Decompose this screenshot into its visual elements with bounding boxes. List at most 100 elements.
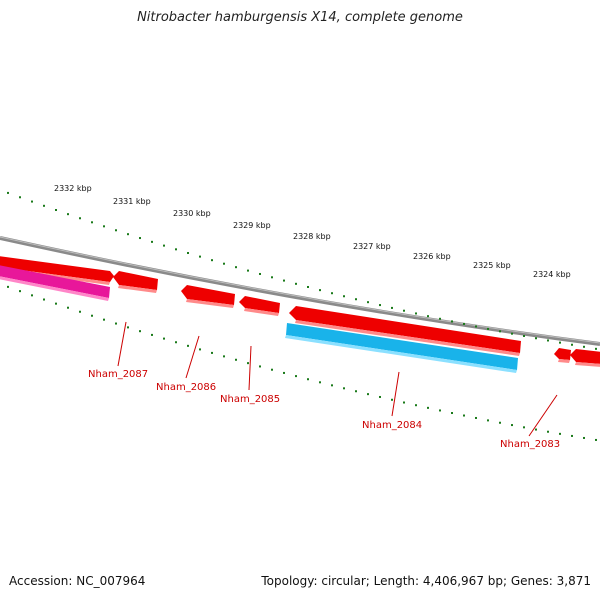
gene-reverse-blue[interactable] <box>286 323 518 370</box>
outer-minor-tick <box>151 240 153 243</box>
outer-minor-tick <box>559 341 561 344</box>
outer-minor-tick <box>523 334 525 337</box>
accession-text: Accession: NC_007964 <box>9 574 146 588</box>
forward-genes <box>0 256 600 367</box>
inner-minor-tick <box>367 393 369 396</box>
inner-minor-tick <box>355 390 357 393</box>
outer-minor-tick <box>583 345 585 348</box>
inner-minor-tick <box>43 298 45 301</box>
outer-minor-tick <box>547 339 549 342</box>
gene-label-nham-2087[interactable]: Nham_2087 <box>88 369 148 380</box>
outer-minor-tick <box>391 306 393 309</box>
outer-minor-tick <box>223 262 225 265</box>
outer-minor-tick <box>235 266 237 269</box>
reverse-genes <box>0 265 518 373</box>
inner-minor-tick <box>271 368 273 371</box>
outer-minor-tick <box>367 301 369 304</box>
gene-label-nham-2086[interactable]: Nham_2086 <box>156 382 216 393</box>
outer-minor-tick <box>427 315 429 318</box>
gene-label-nham-2085[interactable]: Nham_2085 <box>220 394 280 405</box>
outer-minor-tick <box>115 229 117 232</box>
inner-minor-tick <box>115 322 117 325</box>
gene-nham-2087[interactable] <box>113 271 158 290</box>
leader-nham-2086 <box>185 335 200 379</box>
inner-minor-tick <box>211 351 213 354</box>
gene-nham-2084-neighbor[interactable] <box>289 306 521 353</box>
outer-minor-tick <box>595 347 597 350</box>
gene-nham-2086[interactable] <box>181 285 235 305</box>
outer-minor-tick <box>67 213 69 216</box>
kbp-label-2325: 2325 kbp <box>473 261 511 270</box>
kbp-labels: 2332 kbp 2331 kbp 2330 kbp 2329 kbp 2328… <box>54 184 571 279</box>
inner-minor-tick <box>415 404 417 407</box>
genome-backbone-highlight <box>0 236 600 344</box>
outer-minor-tick <box>463 322 465 325</box>
gene-reverse-pink[interactable] <box>0 265 110 298</box>
inner-minor-tick <box>595 438 597 441</box>
inner-minor-tick <box>535 428 537 431</box>
outer-minor-tick <box>103 225 105 228</box>
inner-minor-tick <box>475 416 477 419</box>
outer-minor-tick <box>343 295 345 298</box>
gene-nham-2085[interactable] <box>239 296 280 313</box>
inner-minor-tick <box>343 387 345 390</box>
outer-minor-tick <box>415 312 417 315</box>
map-title: Nitrobacter hamburgensis X14, complete g… <box>137 10 463 25</box>
inner-minor-tick <box>199 348 201 351</box>
outer-minor-tick <box>199 255 201 258</box>
inner-minor-tick <box>235 358 237 361</box>
gene-forward-left[interactable] <box>0 256 114 282</box>
inner-minor-tick <box>259 365 261 368</box>
inner-minor-tick <box>403 401 405 404</box>
outer-minor-tick <box>439 317 441 320</box>
gene-label-nham-2084[interactable]: Nham_2084 <box>362 420 422 431</box>
outer-tick-row <box>7 191 597 350</box>
inner-minor-tick <box>103 318 105 321</box>
outer-minor-tick <box>91 221 93 224</box>
outer-minor-tick <box>127 233 129 236</box>
genome-summary-text: Topology: circular; Length: 4,406,967 bp… <box>261 574 591 588</box>
gene-nham-2087-shade <box>118 285 157 293</box>
gene-nham-2083[interactable] <box>554 348 571 360</box>
leader-nham-2085 <box>248 345 252 391</box>
gene-forward-right[interactable] <box>570 349 600 364</box>
label-leader-lines <box>117 321 558 437</box>
outer-minor-tick <box>499 330 501 333</box>
inner-minor-tick <box>487 419 489 422</box>
inner-minor-tick <box>283 371 285 374</box>
gene-forward-right-shade <box>575 362 600 367</box>
outer-minor-tick <box>451 320 453 323</box>
inner-minor-tick <box>19 290 21 293</box>
inner-minor-tick <box>223 355 225 358</box>
gene-labels: Nham_2087 Nham_2086 Nham_2085 Nham_2084 … <box>88 369 560 450</box>
inner-minor-tick <box>163 337 165 340</box>
outer-minor-tick <box>331 292 333 295</box>
leader-nham-2083 <box>528 394 558 437</box>
kbp-label-2328: 2328 kbp <box>293 232 331 241</box>
outer-minor-tick <box>535 337 537 340</box>
inner-minor-tick <box>79 310 81 313</box>
leader-nham-2087 <box>117 321 127 367</box>
inner-tick-row <box>7 285 597 441</box>
outer-minor-tick <box>31 200 33 203</box>
leader-nham-2084 <box>391 371 400 417</box>
inner-minor-tick <box>187 344 189 347</box>
outer-minor-tick <box>187 251 189 254</box>
inner-minor-tick <box>391 398 393 401</box>
outer-minor-tick <box>319 289 321 292</box>
inner-minor-tick <box>451 412 453 415</box>
outer-minor-tick <box>55 209 57 212</box>
outer-minor-tick <box>175 248 177 251</box>
inner-minor-tick <box>175 341 177 344</box>
gene-reverse-pink-shade <box>0 276 109 301</box>
gene-label-nham-2083[interactable]: Nham_2083 <box>500 439 560 450</box>
kbp-label-2330: 2330 kbp <box>173 209 211 218</box>
gene-reverse-blue-shade <box>285 335 517 373</box>
gene-nham-2083-shade <box>558 359 570 363</box>
inner-minor-tick <box>571 434 573 437</box>
outer-minor-tick <box>403 309 405 312</box>
inner-minor-tick <box>559 432 561 435</box>
outer-minor-tick <box>571 343 573 346</box>
inner-minor-tick <box>91 314 93 317</box>
